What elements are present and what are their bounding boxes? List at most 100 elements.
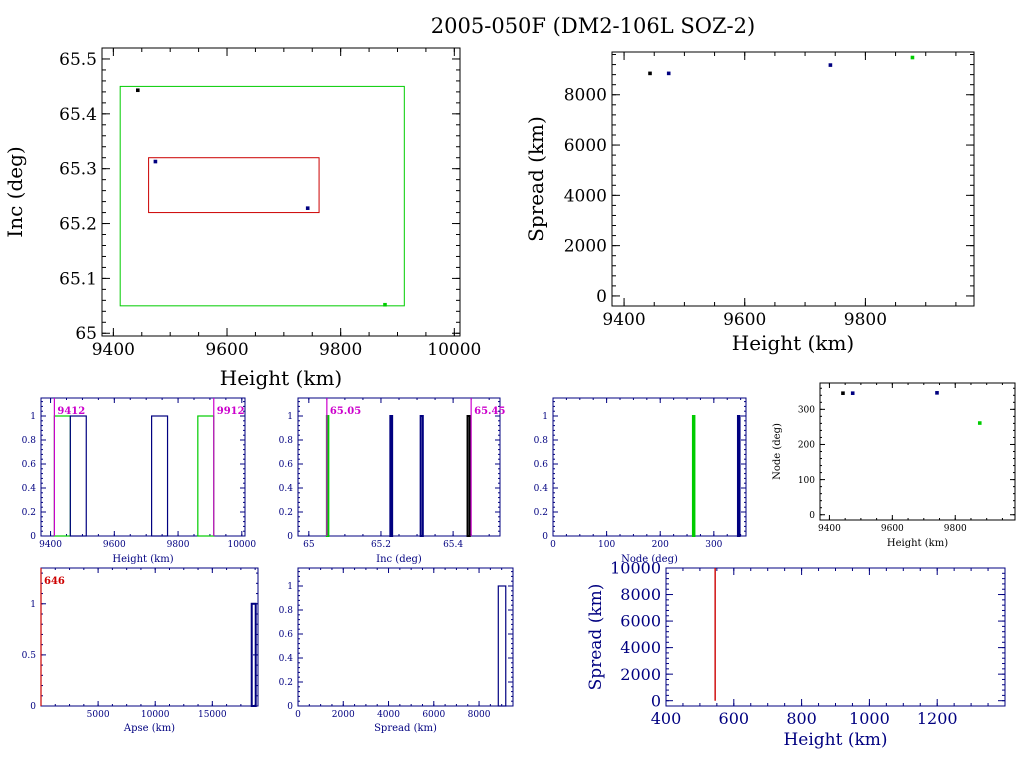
- plot-frame: [40, 397, 246, 537]
- y-axis-label: Inc (deg): [3, 146, 27, 237]
- histogram-bar: [419, 415, 424, 537]
- histogram-bar: [466, 415, 471, 537]
- x-axis-label: Height (km): [220, 366, 342, 390]
- plot-frame: [297, 567, 514, 707]
- y-tick-label: 0.4: [279, 484, 294, 494]
- y-tick-label: 65.2: [59, 214, 97, 234]
- plot-frame: [611, 51, 975, 307]
- y-tick-label: 2000: [620, 665, 661, 684]
- chart-hist-inc: 65 65.2 65.4 0 0.2 0.4 0.6 0.8 1 Inc (deg) 65.05 65…: [279, 397, 505, 565]
- y-tick-label: 0: [596, 287, 607, 307]
- plot-frame: [101, 47, 461, 337]
- x-tick-label: 9600: [881, 524, 904, 534]
- x-tick-label: 9800: [844, 310, 887, 330]
- plot-frame: [552, 397, 747, 537]
- x-tick-label: 1200: [917, 709, 958, 728]
- y-tick-label: 0.2: [534, 508, 548, 518]
- x-tick-label: 9600: [103, 540, 126, 550]
- data-point: [935, 391, 939, 395]
- y-tick-label: 0: [287, 532, 293, 542]
- marker-label: 9412: [57, 406, 85, 417]
- y-tick-label: 0.8: [279, 436, 294, 446]
- x-tick-label: 6000: [422, 710, 445, 720]
- y-tick-label: 0: [30, 702, 36, 712]
- data-point: [850, 391, 855, 395]
- y-tick-label: 65.5: [59, 50, 97, 70]
- y-tick-label: 1: [30, 412, 36, 422]
- y-tick-label: 0.2: [279, 508, 293, 518]
- x-tick-label: 200: [652, 540, 669, 550]
- x-tick-label: 800: [786, 709, 817, 728]
- histogram-bar: [736, 415, 741, 537]
- chart-spread-vs-height: 9400 9600 9800 0 2000 4000 6000 8000 Height (km)…: [524, 51, 975, 355]
- y-tick-label: 1: [287, 412, 293, 422]
- y-tick-label: 0.2: [22, 508, 36, 518]
- y-axis-label: Spread (km): [586, 584, 606, 691]
- y-tick-label: 2000: [564, 237, 607, 257]
- y-tick-label: 4000: [620, 638, 661, 657]
- x-tick-label: 5000: [87, 710, 110, 720]
- y-tick-label: 100: [798, 476, 815, 486]
- histogram-bar: [250, 602, 257, 707]
- x-tick-label: 9400: [92, 340, 135, 360]
- y-tick-label: 6000: [564, 136, 607, 156]
- x-tick-label: 400: [651, 709, 682, 728]
- chart-spread-vs-height-low: 400 600 800 1000 1200 0 2000 4000 6000 8000 10000 H…: [586, 559, 1006, 750]
- x-tick-label: 1000: [849, 709, 890, 728]
- data-point: [666, 71, 671, 76]
- y-tick-label: 0.4: [534, 484, 549, 494]
- marker-label: 9912: [217, 406, 245, 417]
- y-tick-label: 65.3: [59, 160, 97, 180]
- plot-frame: [665, 567, 1006, 707]
- chart-inc-vs-height: 9400 9600 9800 10000 65 65.1 65.2 65.3 65.4 65.5 H…: [3, 47, 481, 390]
- marker-label: 646: [44, 576, 65, 587]
- data-point: [136, 88, 140, 93]
- x-tick-label: 2000: [332, 710, 355, 720]
- x-axis-label: Inc (deg): [376, 554, 422, 565]
- x-tick-label: 15000: [198, 710, 227, 720]
- y-tick-label: 0.6: [279, 460, 294, 470]
- x-tick-label: 300: [705, 540, 722, 550]
- histogram-bar: [497, 585, 507, 707]
- x-tick-label: 9800: [944, 524, 967, 534]
- data-point: [648, 71, 652, 76]
- x-tick-label: 9600: [205, 340, 248, 360]
- chart-hist-height: 9400 9600 9800 10000 0 0.2 0.4 0.6 0.8 1 Height (k…: [22, 397, 256, 565]
- y-tick-label: 0: [30, 532, 36, 542]
- x-tick-label: 65.4: [443, 540, 463, 550]
- histogram-bar: [151, 415, 169, 537]
- x-tick-label: 9800: [319, 340, 362, 360]
- data-point: [153, 159, 158, 164]
- x-tick-label: 0: [550, 540, 556, 550]
- y-tick-label: 0.6: [22, 460, 37, 470]
- histogram-bar: [389, 415, 394, 537]
- x-axis-label: Height (km): [732, 331, 854, 355]
- plot-frame: [40, 567, 259, 707]
- x-tick-label: 8000: [468, 710, 491, 720]
- y-tick-label: 10000: [610, 559, 661, 578]
- plot-frame: [819, 382, 1016, 521]
- data-point: [383, 302, 387, 307]
- y-tick-label: 1: [542, 412, 548, 422]
- x-axis-label: Height (km): [887, 538, 948, 549]
- y-tick-label: 6000: [620, 612, 661, 631]
- y-tick-label: 65.4: [59, 105, 97, 125]
- y-tick-label: 8000: [620, 585, 661, 604]
- page-title: 2005-050F (DM2-106L SOZ-2): [430, 14, 756, 38]
- y-axis-label: Node (deg): [772, 423, 783, 480]
- region-box: [148, 157, 320, 214]
- x-axis-label: Node (deg): [621, 554, 678, 565]
- chart-hist-node: 0 100 200 300 0 0.2 0.4 0.6 0.8 1 Node (deg): [534, 397, 747, 565]
- data-point: [828, 63, 833, 67]
- y-tick-label: 0.6: [279, 630, 294, 640]
- y-tick-label: 65: [75, 324, 97, 344]
- data-point: [305, 206, 310, 210]
- region-box: [119, 85, 405, 307]
- histogram-bar: [691, 415, 696, 537]
- y-tick-label: 65.1: [59, 269, 97, 289]
- y-tick-label: 0: [809, 511, 815, 521]
- marker-label: 65.45: [474, 406, 505, 417]
- y-tick-label: 0.2: [279, 678, 293, 688]
- y-axis-label: Spread (km): [524, 116, 548, 242]
